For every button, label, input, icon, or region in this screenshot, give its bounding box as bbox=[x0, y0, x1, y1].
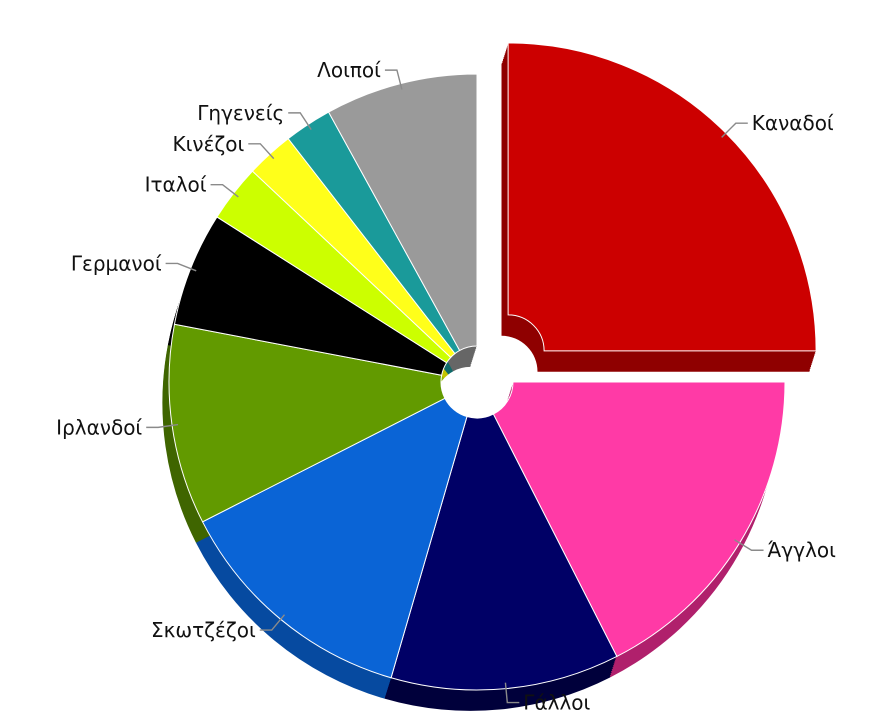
slice-6-leader-line bbox=[210, 183, 239, 198]
slice-6-label: Ιταλοί bbox=[145, 173, 207, 197]
slice-8-label: Γηγενείς bbox=[197, 101, 284, 125]
slice-labels: Καναδοί Άγγλοι Γάλλοι Σκωτζέζοι Ιρλανδοί Γερμ… bbox=[56, 58, 836, 714]
slice-5-label: Γερμανοί bbox=[71, 251, 162, 275]
slice-9-label: Λοιποί bbox=[317, 58, 381, 82]
slice-4-label: Ιρλανδοί bbox=[56, 415, 142, 439]
slice-4-leader-line bbox=[146, 423, 179, 429]
slice-8-leader-line bbox=[288, 112, 312, 130]
slice-1-label: Άγγλοι bbox=[768, 538, 837, 562]
slice-2-label: Γάλλοι bbox=[523, 691, 590, 715]
slice-3-leader-line bbox=[259, 614, 286, 631]
slice-9 bbox=[327, 73, 478, 352]
slice-1 bbox=[492, 381, 786, 658]
slice-7-leader-line bbox=[248, 143, 275, 160]
slice-3-label: Σκωτζέζοι bbox=[151, 618, 256, 642]
slice-5-leader-line bbox=[165, 262, 197, 272]
slice-2 bbox=[390, 413, 618, 691]
slice-2-leader-line bbox=[504, 682, 520, 704]
slice-9-leader-line bbox=[384, 69, 403, 90]
slice-0-label: Καναδοί bbox=[752, 111, 834, 135]
slice-1-leader-line bbox=[734, 539, 764, 551]
slice-4 bbox=[168, 323, 446, 523]
slice-0-leader-line bbox=[721, 122, 748, 138]
slice-7-label: Κινέζοι bbox=[173, 132, 245, 156]
slice-3 bbox=[201, 397, 468, 679]
slice-0 bbox=[507, 42, 817, 352]
slice-tops bbox=[168, 42, 817, 691]
